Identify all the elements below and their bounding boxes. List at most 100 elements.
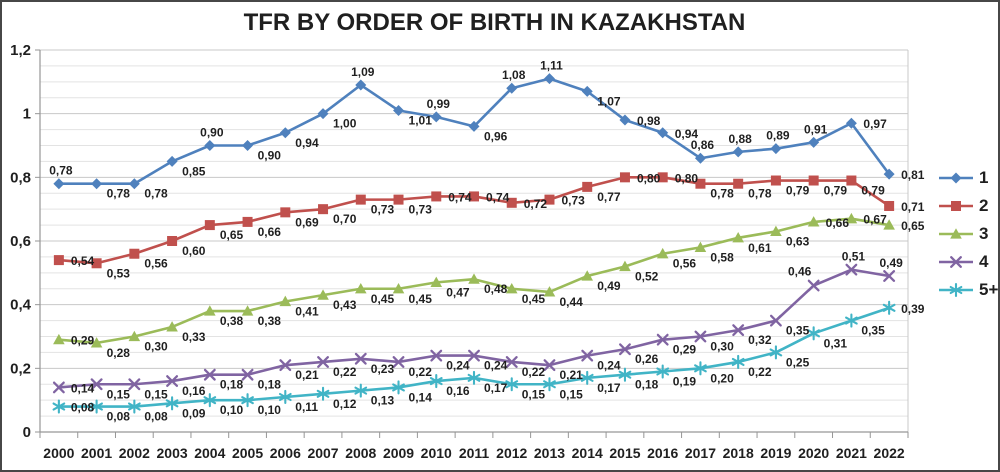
x-tick-label: 2008	[345, 445, 376, 461]
marker-square	[355, 194, 366, 205]
data-label: 0,08	[144, 410, 168, 424]
data-label: 0,73	[561, 194, 585, 208]
x-tick-label: 2006	[270, 445, 301, 461]
data-label: 0,51	[842, 250, 866, 264]
data-label: 0,78	[710, 187, 734, 201]
marker-diamond	[317, 108, 329, 120]
marker-x	[166, 375, 179, 388]
marker-x	[807, 279, 820, 292]
marker-square	[808, 175, 819, 186]
marker-x	[392, 356, 405, 368]
data-label: 0,79	[824, 184, 848, 198]
legend-label: 4	[979, 252, 989, 271]
data-label: 0,74	[486, 190, 510, 204]
marker-diamond	[242, 140, 254, 151]
data-label: 0,11	[295, 400, 318, 414]
data-label: 0,56	[144, 257, 168, 271]
marker-diamond	[506, 82, 518, 94]
marker-x	[90, 378, 103, 391]
data-label: 0,38	[258, 314, 282, 328]
marker-square	[393, 194, 404, 205]
marker-diamond	[53, 178, 65, 190]
x-tick-label: 2007	[307, 445, 338, 461]
marker-triangle	[619, 260, 631, 272]
marker-asterisk	[580, 370, 594, 385]
data-label: 0,39	[901, 302, 925, 316]
marker-square	[695, 178, 706, 189]
y-tick-label: 1	[23, 106, 31, 123]
series-5+	[52, 300, 896, 414]
legend-label: 2	[979, 196, 989, 215]
data-label: 0,47	[446, 285, 470, 299]
data-label: 0,77	[597, 190, 621, 204]
legend-marker-asterisk-icon	[939, 282, 973, 298]
data-label: 0,74	[448, 190, 472, 204]
marker-x	[128, 378, 141, 391]
y-tick-label: 0	[23, 424, 31, 441]
marker-x	[317, 356, 329, 368]
data-label: 0,25	[786, 355, 810, 369]
marker-square	[318, 204, 329, 215]
marker-square	[770, 175, 781, 186]
data-label: 0,30	[144, 340, 168, 354]
marker-diamond	[543, 73, 555, 85]
chart-title: TFR BY ORDER OF BIRTH IN KAZAKHSTAN	[243, 9, 746, 36]
marker-diamond	[393, 104, 405, 116]
y-tick-label: 1,2	[10, 42, 31, 59]
series-2	[53, 172, 895, 269]
x-tick-label: 2016	[647, 445, 678, 461]
marker-diamond	[204, 140, 216, 151]
data-label: 0,29	[71, 334, 95, 348]
data-label: 0,65	[901, 219, 925, 233]
data-label: 0,24	[484, 359, 508, 373]
data-label: 0,73	[371, 203, 395, 217]
data-label: 0,14	[71, 381, 95, 395]
data-label: 0,22	[522, 365, 546, 379]
legend-marker-x-icon	[939, 256, 973, 268]
legend-label: 5+	[979, 280, 999, 299]
data-label: 0,78	[144, 187, 168, 201]
marker-triangle	[279, 295, 292, 307]
marker-x	[845, 263, 858, 276]
data-labels-3: 0,29 0,28 0,30 0,33 0,38 0,38 0,41 0,43 0,45 0,45…	[71, 213, 925, 360]
x-tick-label: 2015	[609, 445, 640, 461]
marker-asterisk	[467, 370, 481, 385]
marker-diamond	[619, 114, 631, 126]
data-label: 0,94	[295, 136, 319, 150]
marker-asterisk	[769, 345, 783, 360]
legend-item-5+: 5+	[938, 280, 999, 299]
marker-asterisk	[505, 377, 519, 392]
marker-square	[884, 200, 895, 211]
legend-item-1: 1	[938, 168, 989, 187]
marker-x	[769, 314, 782, 327]
legend-marker-glyph	[951, 201, 961, 211]
data-label: 0,79	[786, 184, 810, 198]
marker-diamond	[657, 127, 669, 139]
data-label: 0,16	[446, 384, 470, 398]
legend-label: 1	[979, 168, 989, 187]
marker-asterisk	[392, 380, 405, 395]
data-label: 0,61	[748, 241, 772, 255]
data-labels-4: 0,14 0,15 0,15 0,16 0,18 0,18 0,21 0,22 0,23 0,22…	[71, 250, 903, 402]
x-tick-label: 2021	[836, 445, 867, 461]
data-label: 0,90	[200, 126, 224, 140]
data-label: 0,80	[637, 171, 661, 185]
data-label: 0,33	[182, 330, 206, 344]
data-label: 0,18	[220, 378, 244, 392]
marker-asterisk	[543, 377, 556, 392]
data-label: 0,85	[182, 164, 206, 178]
data-label: 0,52	[635, 269, 659, 283]
data-label: 0,63	[786, 234, 810, 248]
x-tick-label: 2000	[43, 445, 74, 461]
marker-square	[544, 194, 555, 205]
marker-x	[581, 349, 594, 362]
marker-asterisk	[165, 396, 179, 411]
marker-asterisk	[316, 386, 330, 401]
data-label: 0,31	[824, 336, 848, 350]
x-tick-label: 2001	[81, 445, 112, 461]
data-label: 0,26	[635, 352, 659, 366]
marker-asterisk	[694, 361, 707, 376]
marker-x	[543, 359, 556, 372]
marker-triangle	[656, 247, 669, 259]
marker-x	[656, 333, 669, 346]
